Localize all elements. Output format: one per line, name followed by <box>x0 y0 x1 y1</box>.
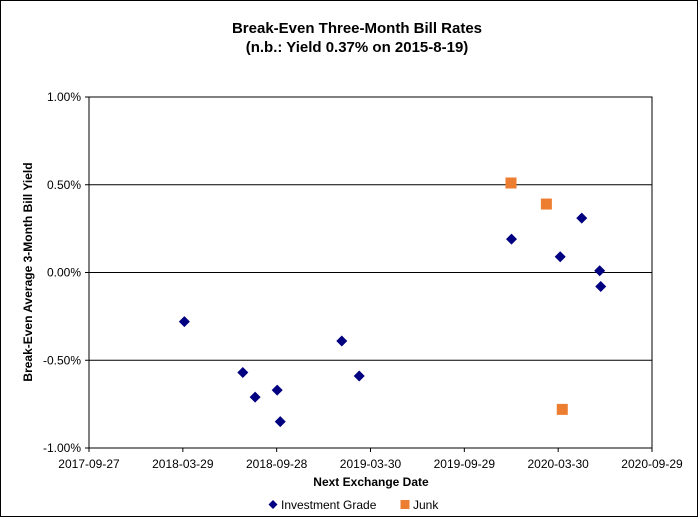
legend-marker <box>268 500 278 509</box>
legend-label: Investment Grade <box>281 498 377 512</box>
gridlines <box>89 184 652 361</box>
x-tick-label: 2020-03-30 <box>527 457 589 471</box>
investment-grade-point <box>271 384 283 396</box>
investment-grade-point <box>506 233 518 245</box>
investment-grade-point <box>576 212 588 224</box>
investment-grade-point <box>353 370 365 382</box>
investment-grade-point <box>336 335 348 347</box>
investment-grade-point <box>595 281 607 293</box>
x-tick-label: 2019-09-29 <box>434 457 496 471</box>
x-tick-label: 2018-09-28 <box>246 457 308 471</box>
investment-grade-point <box>237 367 249 379</box>
junk-point <box>556 403 568 415</box>
investment-grade-point <box>274 416 286 428</box>
chart-title: Break-Even Three-Month Bill Rates <box>232 20 482 37</box>
x-tick-label: 2018-03-29 <box>152 457 214 471</box>
x-axis-ticks: 2017-09-27 2018-03-29 2018-09-28 2019-03-30… <box>58 448 683 471</box>
y-tick-label: 0.50% <box>47 178 81 192</box>
legend-marker <box>400 500 410 509</box>
y-tick-label: 0.00% <box>47 266 81 280</box>
y-tick-label: -0.50% <box>43 353 81 367</box>
x-tick-label: 2017-09-27 <box>58 457 120 471</box>
x-tick-label: 2020-09-29 <box>621 457 683 471</box>
y-axis-label: Break-Even Average 3-Month Bill Yield <box>21 162 35 381</box>
junk-point <box>540 198 552 210</box>
junk-point <box>505 177 517 189</box>
x-tick-label: 2019-03-30 <box>340 457 402 471</box>
investment-grade-point <box>594 265 606 277</box>
data-points <box>178 177 607 428</box>
x-axis-label: Next Exchange Date <box>313 475 429 489</box>
y-axis-ticks: 1.00% 0.50% 0.00% -0.50% -1.00% <box>43 90 89 455</box>
legend-label: Junk <box>413 498 439 512</box>
legend: Investment Grade Junk <box>268 498 439 512</box>
y-tick-label: -1.00% <box>43 441 81 455</box>
investment-grade-point <box>178 316 190 328</box>
investment-grade-point <box>554 251 566 263</box>
y-tick-label: 1.00% <box>47 90 81 104</box>
investment-grade-point <box>249 391 261 403</box>
chart-subtitle: (n.b.: Yield 0.37% on 2015-8-19) <box>246 39 469 56</box>
